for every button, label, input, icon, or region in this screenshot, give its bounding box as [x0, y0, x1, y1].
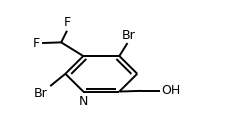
Text: F: F	[33, 37, 40, 50]
Text: Br: Br	[122, 29, 135, 42]
Text: F: F	[64, 16, 71, 29]
Text: Br: Br	[34, 87, 48, 100]
Text: OH: OH	[161, 84, 180, 97]
Text: N: N	[79, 95, 88, 108]
